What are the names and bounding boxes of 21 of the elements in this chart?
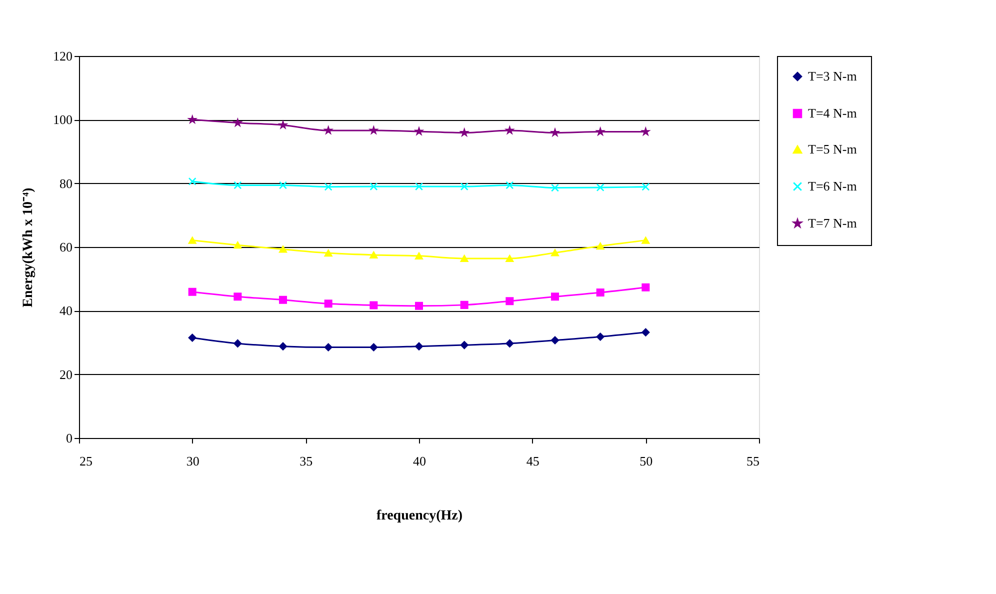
y-tick-label: 60 bbox=[60, 240, 72, 254]
legend-label: T=5 N-m bbox=[808, 142, 857, 156]
y-tick-label: 20 bbox=[60, 366, 72, 382]
y-tick-label: 100 bbox=[53, 112, 72, 128]
y-tick-label: 0 bbox=[66, 430, 72, 446]
x-tick-label: 40 bbox=[413, 454, 426, 468]
x-tick-label: 50 bbox=[640, 454, 653, 468]
legend-label: T=6 N-m bbox=[808, 178, 857, 194]
legend-label: T=3 N-m bbox=[808, 68, 857, 84]
x-tick-label: 55 bbox=[746, 454, 760, 468]
y-tick-label: 80 bbox=[60, 176, 72, 191]
legend-label: T=7 N-m bbox=[808, 216, 857, 230]
x-tick-label: 25 bbox=[80, 454, 92, 468]
x-axis-title: frequency(Hz) bbox=[376, 508, 463, 524]
x-tick-label: 30 bbox=[186, 454, 200, 468]
x-tick-label: 45 bbox=[526, 454, 540, 468]
legend-label: T=4 N-m bbox=[808, 106, 857, 120]
y-tick-label: 120 bbox=[53, 48, 72, 64]
y-axis-title: Energy(kWh x 10⁻⁴) bbox=[21, 187, 36, 308]
y-tick-label: 40 bbox=[60, 303, 72, 318]
x-tick-label: 35 bbox=[300, 454, 313, 468]
